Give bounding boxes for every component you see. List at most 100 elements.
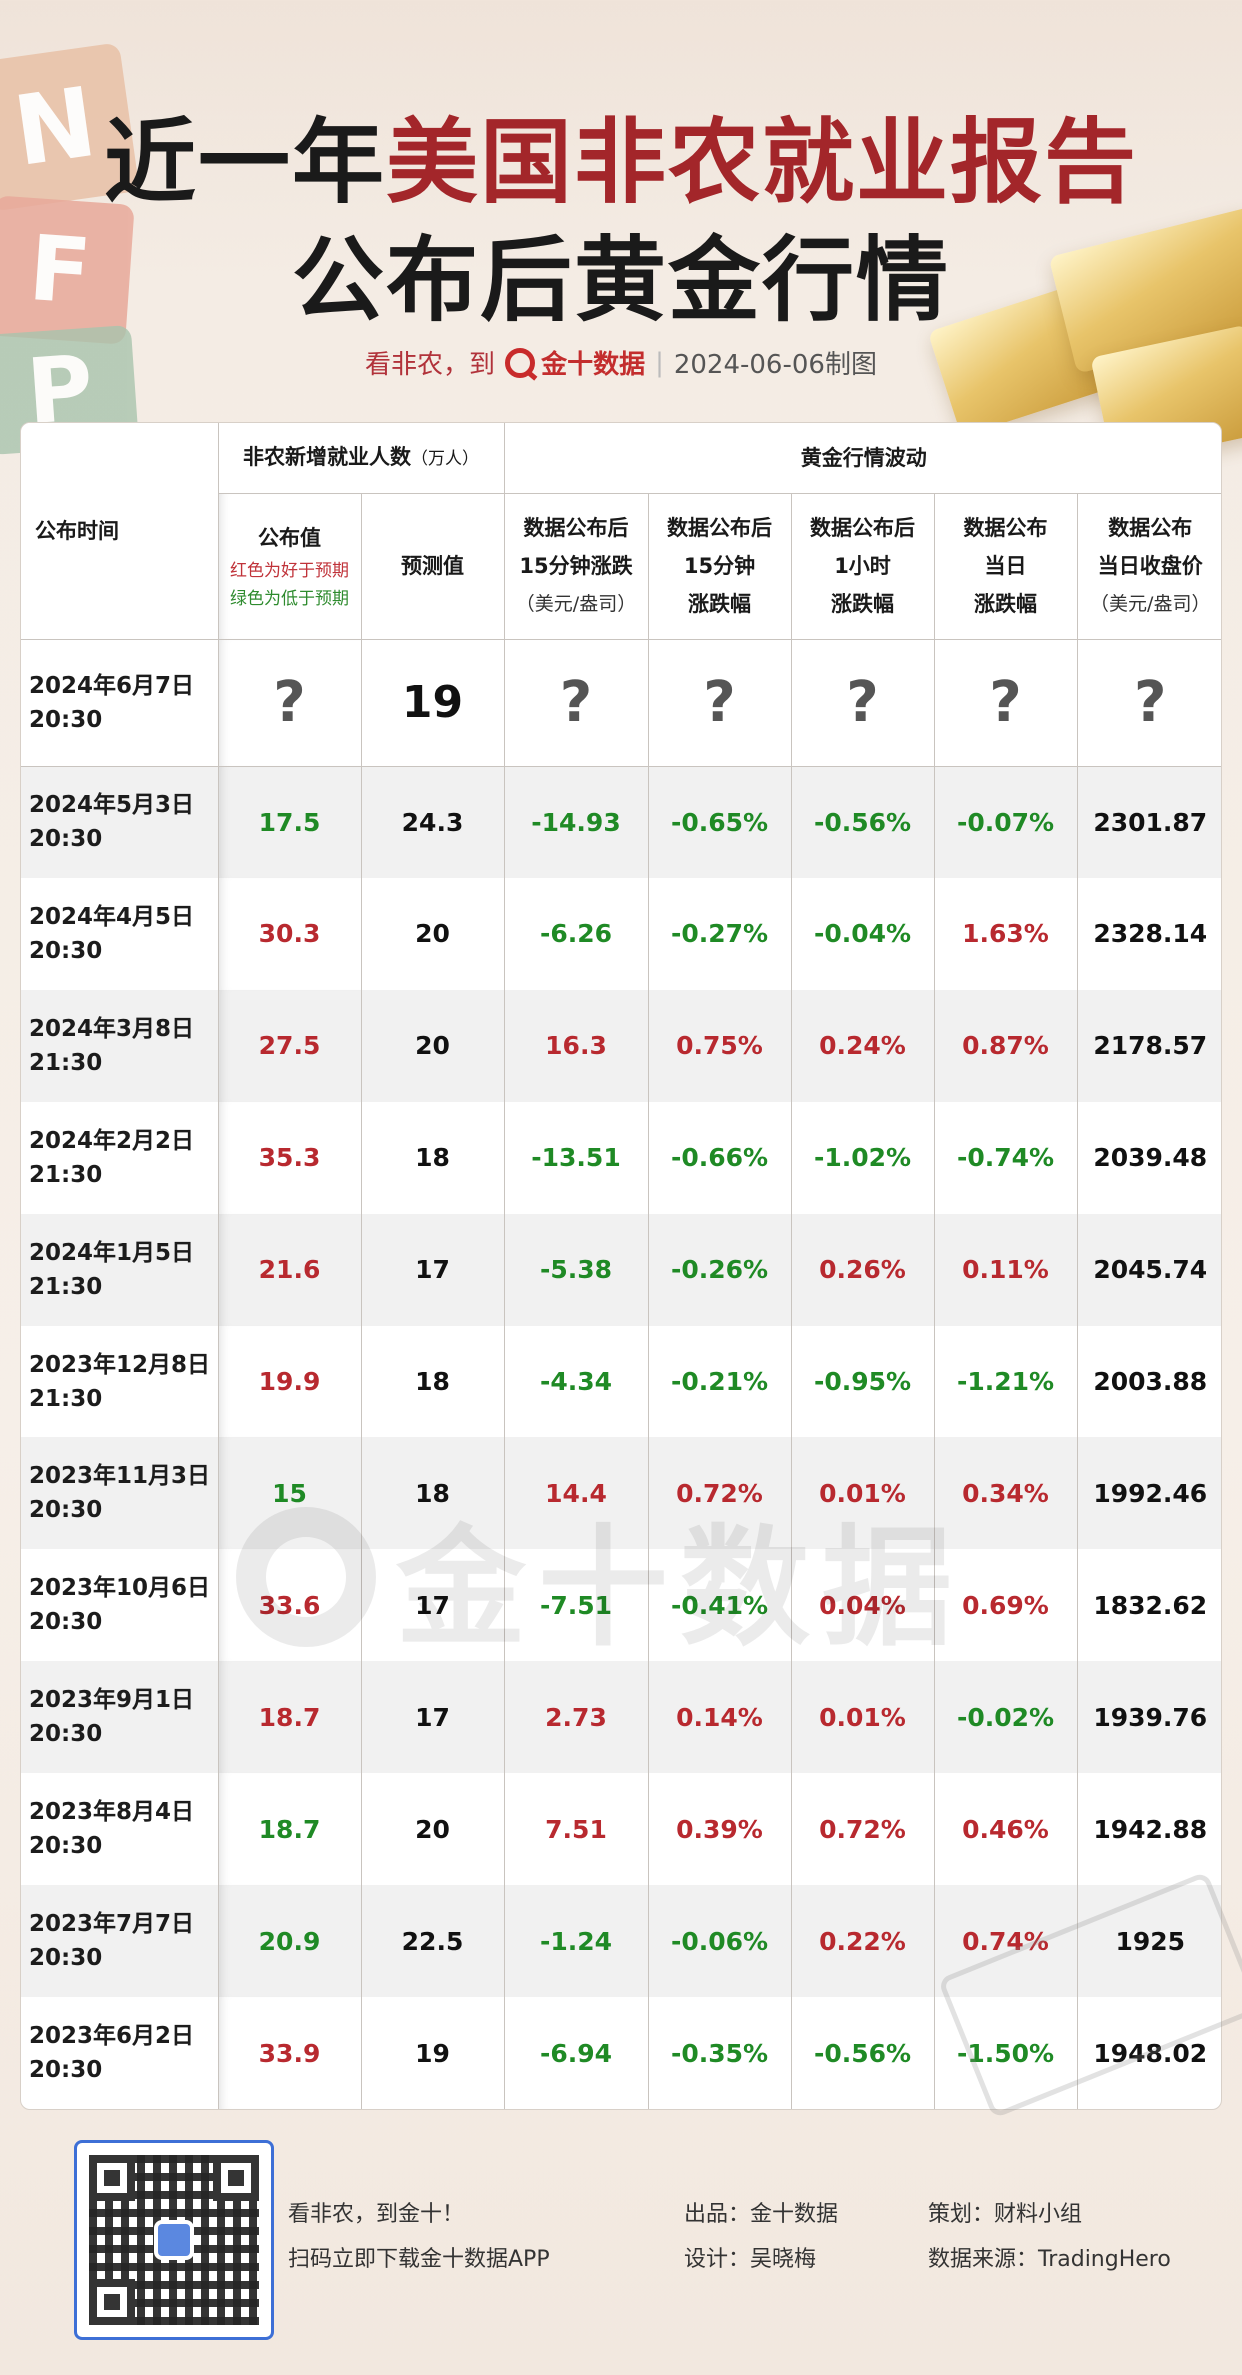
row-date: 2024年5月3日 20:30 bbox=[21, 766, 219, 878]
pct-day: -1.21% bbox=[934, 1325, 1078, 1438]
close-price: 1942.88 bbox=[1093, 1814, 1208, 1844]
header-line: 涨跌幅 bbox=[688, 592, 751, 616]
change-15min: 2.73 bbox=[504, 1661, 649, 1774]
forecast-value: 24.3 bbox=[361, 766, 505, 878]
table-row: 2024年4月5日 20:30 30.3 20 -6.26 -0.27% -0.04% 1.6… bbox=[21, 877, 1221, 990]
qr-eye bbox=[89, 2279, 135, 2325]
close-price: 2003.88 bbox=[1093, 1367, 1208, 1397]
row-date: 2023年12月8日 21:30 bbox=[21, 1325, 219, 1438]
header-nfp-group: 非农新增就业人数（万人） bbox=[218, 423, 505, 494]
pct-1h: 0.24% bbox=[791, 989, 935, 1102]
pct-1h: 0.22% bbox=[791, 1885, 935, 1997]
pct-15min: 0.14% bbox=[648, 1661, 792, 1774]
pct-1h: 0.26% bbox=[791, 1213, 935, 1326]
time-text: 20:30 bbox=[29, 1945, 103, 1972]
date-text: 2023年10月6日 bbox=[29, 1575, 211, 1602]
time-text: 20:30 bbox=[29, 1497, 103, 1524]
header-15min-change: 数据公布后 15分钟涨跌 （美元/盎司） bbox=[504, 493, 649, 640]
forecast-value: 17 bbox=[361, 1213, 505, 1326]
close-price: 2039.48 bbox=[1093, 1143, 1208, 1173]
forecast-value: 20 bbox=[361, 877, 505, 990]
close-price: 2328.14 bbox=[1093, 919, 1208, 949]
date-text: 2024年5月3日 bbox=[29, 792, 195, 819]
table-row: 2023年7月7日 20:30 20.9 22.5 -1.24 -0.06% 0.22% 0.… bbox=[21, 1885, 1221, 1997]
header-actual-label: 公布值 bbox=[258, 526, 321, 550]
header-line: 15分钟涨跌 bbox=[519, 554, 633, 578]
time-text: 21:30 bbox=[29, 1049, 103, 1076]
pct-1h: -1.02% bbox=[791, 1101, 935, 1214]
legend-green-note: 绿色为低于预期 bbox=[230, 589, 349, 609]
pct-day: 1.63% bbox=[934, 877, 1078, 990]
actual-value: 21.6 bbox=[218, 1213, 362, 1326]
change-15min: -7.51 bbox=[504, 1549, 649, 1662]
row-date: 2023年10月6日 20:30 bbox=[21, 1549, 219, 1662]
qr-eye bbox=[213, 2155, 259, 2201]
pct-15min: -0.21% bbox=[648, 1325, 792, 1438]
pct-day: -0.02% bbox=[934, 1661, 1078, 1774]
time-text: 20:30 bbox=[29, 826, 103, 853]
time-text: 20:30 bbox=[29, 1609, 103, 1636]
time-text: 20:30 bbox=[29, 937, 103, 964]
forecast-value: 18 bbox=[361, 1437, 505, 1550]
brand-logo: 金十数据 bbox=[505, 344, 645, 381]
close-price: 1992.46 bbox=[1093, 1478, 1208, 1508]
brand-icon bbox=[505, 347, 536, 378]
pct-day: -0.74% bbox=[934, 1101, 1078, 1214]
row-date: 2023年8月4日 20:30 bbox=[21, 1773, 219, 1886]
pct-day: 0.34% bbox=[934, 1437, 1078, 1550]
row-date: 2024年4月5日 20:30 bbox=[21, 877, 219, 990]
unknown-value: ? bbox=[504, 639, 649, 767]
header-forecast: 预测值 bbox=[361, 493, 505, 640]
row-date: 2023年11月3日 20:30 bbox=[21, 1437, 219, 1550]
forecast-value: 17 bbox=[361, 1661, 505, 1774]
pct-15min: -0.65% bbox=[648, 766, 792, 878]
pct-day: -0.07% bbox=[934, 766, 1078, 878]
pct-1h: 0.72% bbox=[791, 1773, 935, 1886]
row-date: 2024年6月7日 20:30 bbox=[21, 639, 219, 767]
pct-day: 0.46% bbox=[934, 1773, 1078, 1886]
table-row: 2024年5月3日 20:30 17.5 24.3 -14.93 -0.65% -0.56%… bbox=[21, 766, 1221, 878]
pct-1h: 0.01% bbox=[791, 1437, 935, 1550]
table-row: 2024年2月2日 21:30 35.3 18 -13.51 -0.66% -1.02% -0… bbox=[21, 1101, 1221, 1214]
pct-15min: 0.72% bbox=[648, 1437, 792, 1550]
date-text: 2023年9月1日 bbox=[29, 1687, 195, 1714]
title-prefix: 近一年 bbox=[103, 108, 386, 216]
header-1h-pct: 数据公布后 1小时 涨跌幅 bbox=[791, 493, 935, 640]
page-title-line2: 公布后黄金行情 bbox=[291, 226, 950, 334]
pct-1h: -0.04% bbox=[791, 877, 935, 990]
forecast-value: 20 bbox=[361, 989, 505, 1102]
time-text: 21:30 bbox=[29, 1273, 103, 1300]
forecast-value: 18 bbox=[361, 1325, 505, 1438]
date-text: 2024年1月5日 bbox=[29, 1239, 195, 1266]
qr-code[interactable] bbox=[74, 2140, 274, 2340]
row-date: 2024年1月5日 21:30 bbox=[21, 1213, 219, 1326]
table-row-upcoming: 2024年6月7日 20:30 ? 19 ? ? ? ? ? bbox=[21, 639, 1221, 767]
pct-15min: 0.75% bbox=[648, 989, 792, 1102]
header-line: 涨跌幅 bbox=[831, 592, 894, 616]
footer: 看非农，到金十！ 扫码立即下载金十数据APP 出品：金十数据 设计：吴晓梅 策划… bbox=[0, 2140, 1242, 2340]
pct-1h: -0.56% bbox=[791, 1997, 935, 2109]
table-row: 2023年9月1日 20:30 18.7 17 2.73 0.14% 0.01% -0.02%… bbox=[21, 1661, 1221, 1774]
header-unit: （美元/盎司） bbox=[1090, 593, 1211, 615]
header-actual: 公布值 红色为好于预期 绿色为低于预期 bbox=[218, 493, 362, 640]
row-date: 2024年3月8日 21:30 bbox=[21, 989, 219, 1102]
time-text: 20:30 bbox=[29, 706, 103, 733]
pct-day: 0.69% bbox=[934, 1549, 1078, 1662]
pct-1h: -0.56% bbox=[791, 766, 935, 878]
close-price: 2301.87 bbox=[1093, 807, 1208, 837]
footer-producer: 出品：金十数据 bbox=[684, 2202, 839, 2227]
header-close-price: 数据公布 当日收盘价 （美元/盎司） bbox=[1077, 493, 1221, 640]
change-15min: 7.51 bbox=[504, 1773, 649, 1886]
change-15min: -1.24 bbox=[504, 1885, 649, 1997]
change-15min: -13.51 bbox=[504, 1101, 649, 1214]
pct-1h: -0.95% bbox=[791, 1325, 935, 1438]
header-line: 15分钟 bbox=[683, 554, 756, 578]
header-line: 涨跌幅 bbox=[974, 592, 1037, 616]
forecast-value: 18 bbox=[361, 1101, 505, 1214]
pct-day: 0.74% bbox=[934, 1885, 1078, 1997]
table-row: 2023年6月2日 20:30 33.9 19 -6.94 -0.35% -0.56% -1.… bbox=[21, 1997, 1221, 2109]
change-15min: -6.94 bbox=[504, 1997, 649, 2109]
actual-value: 19.9 bbox=[218, 1325, 362, 1438]
close-price: 1948.02 bbox=[1093, 2038, 1208, 2068]
header-line: 当日收盘价 bbox=[1097, 554, 1203, 578]
